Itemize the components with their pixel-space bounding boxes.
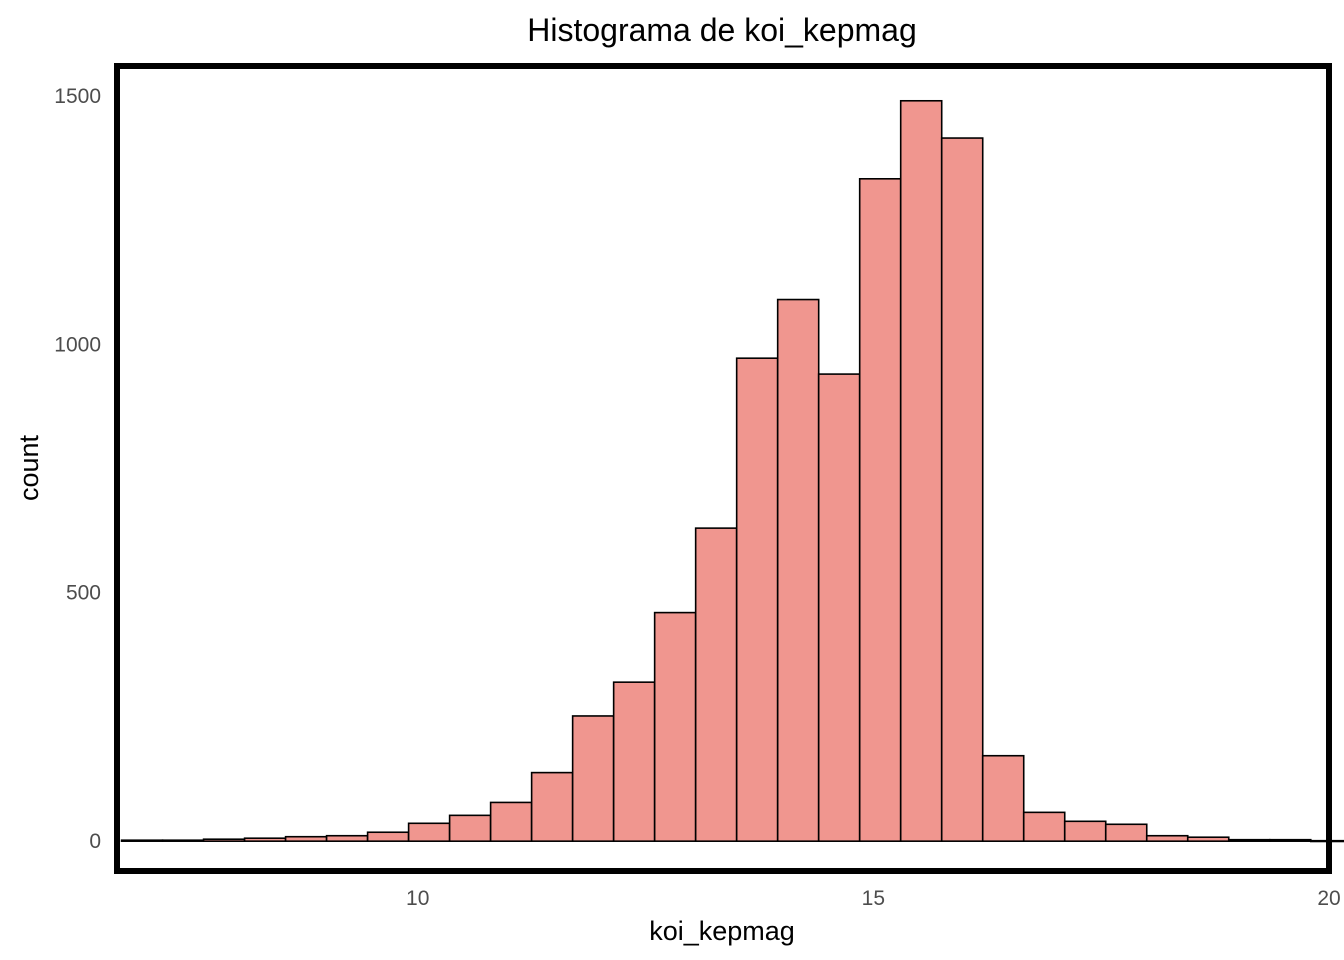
histogram-bar <box>612 681 656 842</box>
histogram-bar <box>530 771 574 842</box>
histogram-bar <box>1145 834 1189 842</box>
histogram-bar <box>817 373 861 842</box>
panel-border <box>114 63 1332 874</box>
x-tick-label: 10 <box>406 887 429 910</box>
histogram-bar <box>120 839 164 842</box>
y-tick-label: 0 <box>89 830 101 853</box>
histogram-bar <box>1268 838 1312 842</box>
y-tick-label: 500 <box>66 582 101 605</box>
y-axis-ticks: 0 500 1000 1500 <box>54 85 101 853</box>
histogram-bar <box>694 527 738 842</box>
histogram-bar <box>1063 820 1107 842</box>
histogram-bar <box>981 754 1025 842</box>
x-axis-title: koi_kepmag <box>649 916 795 946</box>
histogram-bar <box>940 137 984 842</box>
chart-title: Histograma de koi_kepmag <box>527 12 917 48</box>
histogram-bar <box>161 839 205 842</box>
bars-layer <box>120 99 1344 843</box>
histogram-bar <box>284 835 328 842</box>
histogram-bar <box>1104 823 1148 842</box>
histogram-bar <box>735 357 779 842</box>
histogram-bar <box>1022 811 1066 842</box>
histogram-bar <box>1227 838 1271 842</box>
histogram-bar <box>1186 836 1230 842</box>
histogram-bar <box>899 99 943 842</box>
x-tick-label: 15 <box>862 887 885 910</box>
histogram-bar <box>776 298 820 842</box>
histogram-bar <box>448 814 492 842</box>
histogram-bar <box>489 801 533 842</box>
x-tick-label: 20 <box>1317 887 1340 910</box>
histogram-bar <box>202 838 246 842</box>
histogram-bar <box>858 178 902 842</box>
y-tick-label: 1000 <box>54 333 101 356</box>
histogram-bar <box>366 831 410 842</box>
histogram-bar <box>243 837 287 842</box>
histogram-bar <box>407 822 451 842</box>
histogram-bar <box>571 715 615 842</box>
y-axis-title: count <box>14 434 44 501</box>
histogram-bar <box>325 834 369 842</box>
x-axis-ticks: 10 15 20 <box>406 887 1341 910</box>
histogram-bar <box>653 611 697 842</box>
y-tick-label: 1500 <box>54 85 101 108</box>
